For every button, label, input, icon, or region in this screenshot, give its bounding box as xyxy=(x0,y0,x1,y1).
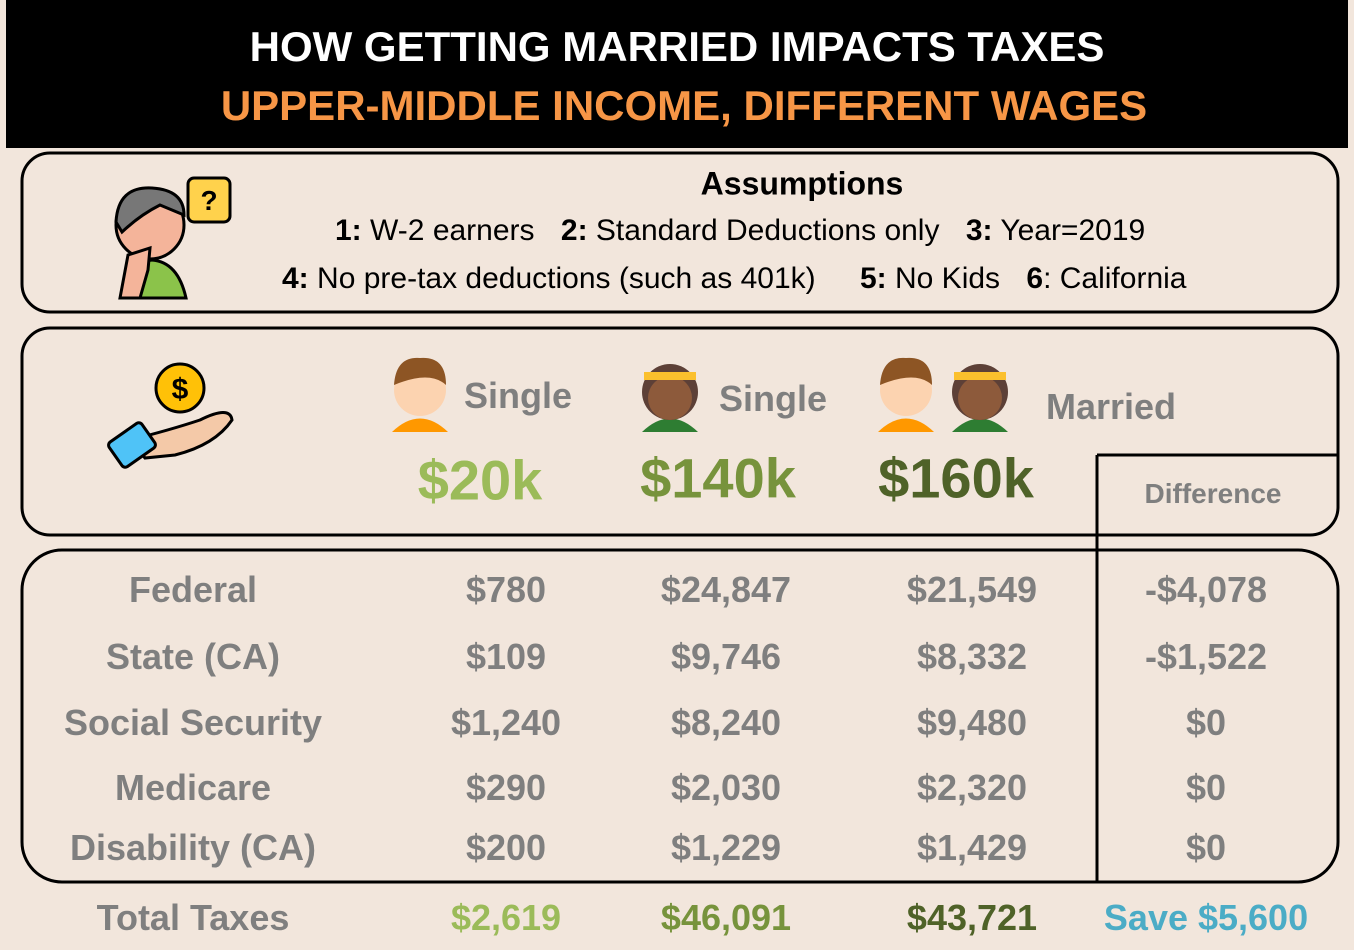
cell: $0 xyxy=(1185,767,1227,808)
cell: $2,320 xyxy=(916,767,1028,808)
cell: $109 xyxy=(465,636,547,677)
cell: $9,746 xyxy=(670,636,782,677)
cell: $0 xyxy=(1185,827,1227,868)
cell: $8,240 xyxy=(670,702,782,743)
cell: $1,229 xyxy=(670,827,782,868)
difference-label: Difference xyxy=(1144,478,1282,509)
thinking-icon: ? xyxy=(114,176,232,300)
cell: $1,240 xyxy=(450,702,562,743)
row-label: Medicare xyxy=(114,767,272,808)
column-label: Married xyxy=(1045,386,1177,427)
total-cell: $46,091 xyxy=(660,897,792,938)
money-hand-icon: $ xyxy=(107,362,234,469)
cell: $200 xyxy=(465,827,547,868)
row-label: Social Security xyxy=(63,702,323,743)
item-text: No Kids xyxy=(895,262,1001,295)
row-label: Disability (CA) xyxy=(69,827,317,868)
cell: $9,480 xyxy=(916,702,1028,743)
cell: $24,847 xyxy=(660,569,792,610)
assumptions-line: 1: W-2 earners 2: Standard Deductions on… xyxy=(335,214,1145,248)
total-label: Total Taxes xyxy=(96,897,290,938)
cell: -$1,522 xyxy=(1144,636,1268,677)
item-num: 4: xyxy=(282,262,309,295)
cell: $21,549 xyxy=(906,569,1038,610)
cell: $780 xyxy=(465,569,547,610)
svg-text:$: $ xyxy=(172,373,189,406)
cell: $0 xyxy=(1185,702,1227,743)
person-icons xyxy=(392,357,1008,432)
item-num: 3: xyxy=(965,214,993,247)
title: HOW GETTING MARRIED IMPACTS TAXES xyxy=(249,23,1105,70)
row-label: Federal xyxy=(128,569,258,610)
cell: $1,429 xyxy=(916,827,1028,868)
subtitle: UPPER-MIDDLE INCOME, DIFFERENT WAGES xyxy=(220,82,1148,129)
item-text: W-2 earners xyxy=(370,214,535,247)
assumptions-heading: Assumptions xyxy=(700,165,904,202)
cell: $290 xyxy=(465,767,547,808)
item-text: : California xyxy=(1043,262,1187,295)
cell: $8,332 xyxy=(916,636,1028,677)
item-text: No pre-tax deductions (such as 401k) xyxy=(317,262,816,295)
assumptions-box xyxy=(20,151,1340,314)
table-box xyxy=(20,548,1340,884)
column-amount: $160k xyxy=(878,446,1034,510)
total-cell: $43,721 xyxy=(906,897,1038,938)
header-bar xyxy=(6,0,1348,148)
row-label: State (CA) xyxy=(105,636,281,677)
income-box xyxy=(20,326,1340,537)
item-num: 6 xyxy=(1026,262,1044,295)
column-amount: $140k xyxy=(640,446,796,510)
item-num: 5: xyxy=(859,262,887,295)
cell: $2,030 xyxy=(670,767,782,808)
column-amount: $20k xyxy=(417,448,543,512)
item-num: 2: xyxy=(560,214,588,247)
item-num: 1: xyxy=(335,214,362,247)
column-label: Single xyxy=(718,378,828,419)
cell: -$4,078 xyxy=(1144,569,1268,610)
total-cell: $2,619 xyxy=(450,897,562,938)
assumptions-line: 4: No pre-tax deductions (such as 401k) … xyxy=(282,262,1186,296)
total-cell: Save $5,600 xyxy=(1103,897,1309,938)
svg-text:?: ? xyxy=(200,185,217,216)
item-text: Standard Deductions only xyxy=(595,214,940,247)
item-text: Year=2019 xyxy=(1000,214,1146,247)
column-label: Single xyxy=(463,375,573,416)
